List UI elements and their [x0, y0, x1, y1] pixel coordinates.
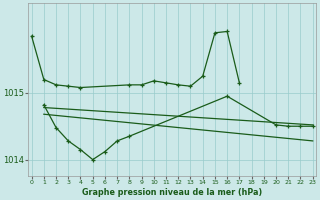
X-axis label: Graphe pression niveau de la mer (hPa): Graphe pression niveau de la mer (hPa): [82, 188, 262, 197]
